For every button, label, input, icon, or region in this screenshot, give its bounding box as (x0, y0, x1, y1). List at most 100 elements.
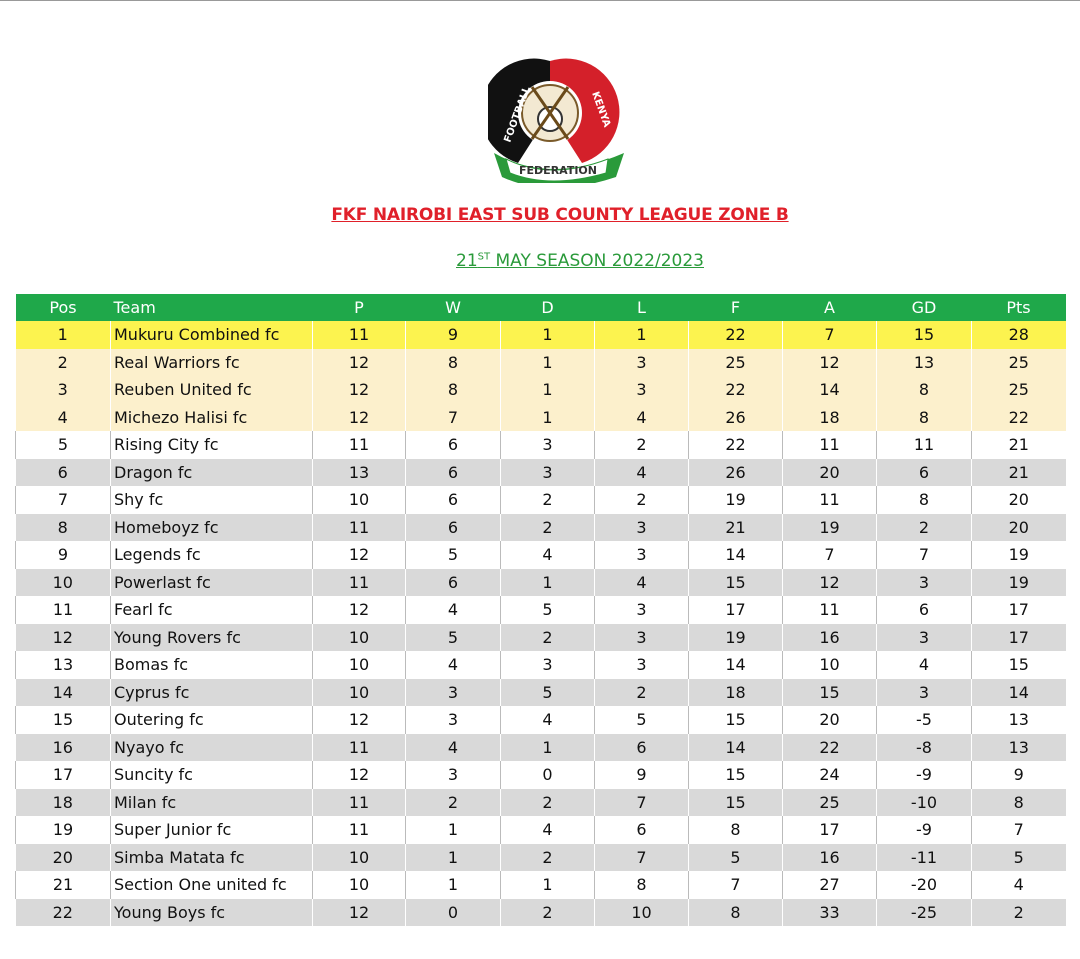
stat-cell: 8 (876, 403, 972, 431)
stat-cell: 3 (500, 651, 595, 679)
stat-cell: 2 (500, 898, 595, 926)
stat-cell: 4 (594, 458, 689, 486)
stat-cell: 13 (971, 706, 1066, 734)
stat-cell: 21 (688, 513, 783, 541)
stat-cell: 15 (876, 321, 972, 349)
stat-cell: 1 (500, 348, 595, 376)
stat-cell: 8 (688, 816, 783, 844)
stat-cell: 9 (405, 321, 501, 349)
stat-cell: 3 (876, 568, 972, 596)
stat-cell: 27 (782, 871, 877, 899)
table-row: 8 Homeboyz fc 11 6 2 3 21 19 2 20 (15, 513, 1066, 541)
stat-cell: 25 (688, 348, 783, 376)
stat-cell: 6 (876, 458, 972, 486)
stat-cell: 2 (15, 348, 111, 376)
stat-cell: 6 (15, 458, 111, 486)
team-cell: Milan fc (110, 788, 313, 816)
stat-cell: 3 (594, 623, 689, 651)
column-header: P (312, 294, 406, 321)
stat-cell: 5 (405, 623, 501, 651)
fkf-logo: FOOTBALL KENYA FEDERATION (488, 58, 624, 183)
team-cell: Section One united fc (110, 871, 313, 899)
stat-cell: 7 (971, 816, 1066, 844)
stat-cell: -25 (876, 898, 972, 926)
stat-cell: 14 (688, 651, 783, 679)
team-cell: Rising City fc (110, 431, 313, 459)
table-row: 20 Simba Matata fc 10 1 2 7 5 16 -11 5 (15, 843, 1066, 871)
stat-cell: 19 (971, 541, 1066, 569)
stat-cell: 10 (312, 623, 406, 651)
stat-cell: 12 (312, 348, 406, 376)
stat-cell: 7 (782, 541, 877, 569)
stat-cell: 1 (500, 403, 595, 431)
stat-cell: 8 (876, 376, 972, 404)
stat-cell: 12 (312, 596, 406, 624)
stat-cell: 13 (876, 348, 972, 376)
stat-cell: 6 (876, 596, 972, 624)
stat-cell: 8 (971, 788, 1066, 816)
table-row: 2 Real Warriors fc 12 8 1 3 25 12 13 25 (15, 348, 1066, 376)
table-row: 11 Fearl fc 12 4 5 3 17 11 6 17 (15, 596, 1066, 624)
table-row: 4 Michezo Halisi fc 12 7 1 4 26 18 8 22 (15, 403, 1066, 431)
column-header: Pts (971, 294, 1066, 321)
stat-cell: 11 (15, 596, 111, 624)
team-cell: Cyprus fc (110, 678, 313, 706)
stat-cell: 1 (500, 871, 595, 899)
stat-cell: 4 (971, 871, 1066, 899)
table-row: 19 Super Junior fc 11 1 4 6 8 17 -9 7 (15, 816, 1066, 844)
column-header: D (500, 294, 595, 321)
stat-cell: 25 (971, 376, 1066, 404)
stat-cell: 1 (405, 871, 501, 899)
stat-cell: 4 (594, 568, 689, 596)
stat-cell: 3 (405, 678, 501, 706)
team-cell: Dragon fc (110, 458, 313, 486)
team-cell: Real Warriors fc (110, 348, 313, 376)
stat-cell: 20 (15, 843, 111, 871)
stat-cell: -11 (876, 843, 972, 871)
stat-cell: 11 (312, 513, 406, 541)
stat-cell: 15 (688, 706, 783, 734)
column-header: A (782, 294, 877, 321)
stat-cell: 11 (782, 486, 877, 514)
stat-cell: 3 (876, 623, 972, 651)
table-row: 17 Suncity fc 12 3 0 9 15 24 -9 9 (15, 761, 1066, 789)
column-header: Pos (15, 294, 111, 321)
stat-cell: 3 (594, 376, 689, 404)
stat-cell: 6 (405, 431, 501, 459)
stat-cell: 3 (594, 596, 689, 624)
stat-cell: 20 (782, 458, 877, 486)
stat-cell: 15 (688, 568, 783, 596)
stat-cell: 1 (500, 568, 595, 596)
column-header: Team (110, 294, 313, 321)
stat-cell: 2 (500, 486, 595, 514)
subtitle-date: 21 (456, 251, 478, 271)
subtitle: 21ST MAY SEASON 2022/2023 (0, 251, 1080, 271)
team-cell: Homeboyz fc (110, 513, 313, 541)
stat-cell: 10 (15, 568, 111, 596)
stat-cell: 17 (971, 596, 1066, 624)
logo-ribbon-text: FEDERATION (519, 164, 597, 177)
column-header: W (405, 294, 501, 321)
stat-cell: 8 (594, 871, 689, 899)
stat-cell: 33 (782, 898, 877, 926)
stat-cell: 3 (594, 348, 689, 376)
team-cell: Suncity fc (110, 761, 313, 789)
stat-cell: 9 (15, 541, 111, 569)
stat-cell: 3 (15, 376, 111, 404)
team-cell: Powerlast fc (110, 568, 313, 596)
stat-cell: -5 (876, 706, 972, 734)
stat-cell: 14 (688, 541, 783, 569)
stat-cell: 26 (688, 458, 783, 486)
stat-cell: 22 (688, 376, 783, 404)
stat-cell: 17 (688, 596, 783, 624)
stat-cell: 3 (594, 541, 689, 569)
table-row: 7 Shy fc 10 6 2 2 19 11 8 20 (15, 486, 1066, 514)
stat-cell: 11 (876, 431, 972, 459)
stat-cell: 12 (15, 623, 111, 651)
stat-cell: 5 (15, 431, 111, 459)
stat-cell: 10 (312, 486, 406, 514)
stat-cell: 6 (594, 733, 689, 761)
team-cell: Nyayo fc (110, 733, 313, 761)
table-row: 14 Cyprus fc 10 3 5 2 18 15 3 14 (15, 678, 1066, 706)
